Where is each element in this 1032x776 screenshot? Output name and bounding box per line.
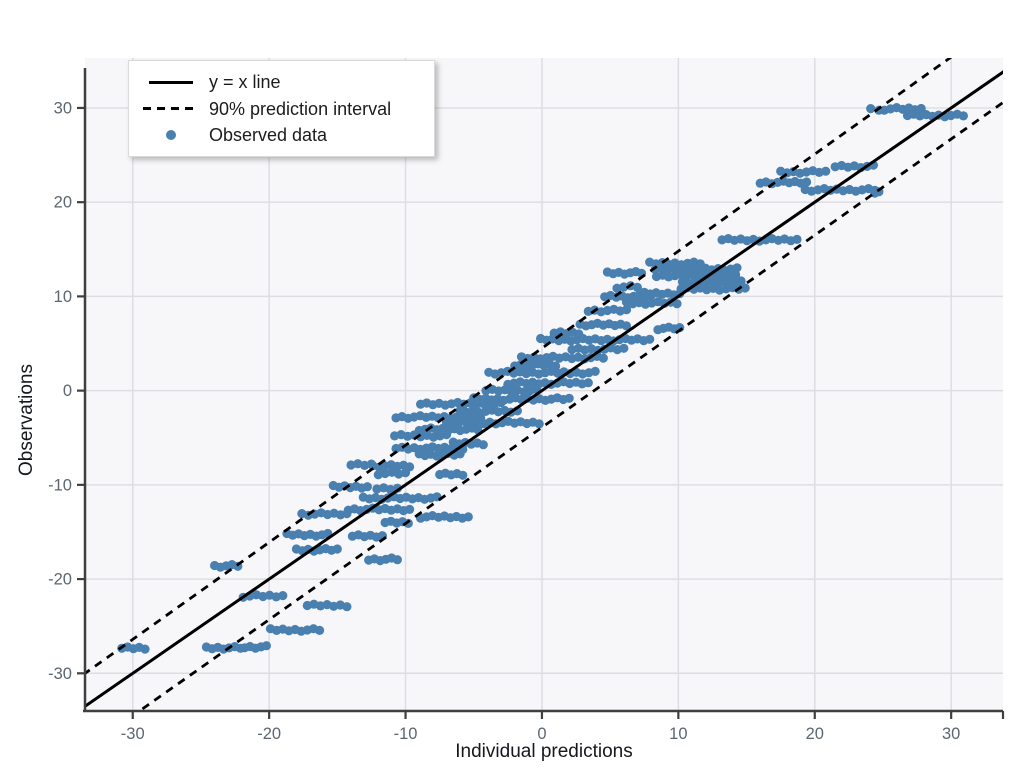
y-tick-label: 10	[54, 288, 72, 306]
y-tick-label: -30	[48, 665, 72, 683]
data-point	[458, 470, 468, 480]
data-point	[672, 299, 682, 309]
y-tick-label: 0	[63, 382, 72, 400]
legend-item-identity-line: y = x line	[129, 73, 434, 91]
lower-interval-line	[136, 100, 1003, 711]
data-point	[612, 283, 622, 293]
data-point	[916, 103, 926, 114]
data-point	[621, 305, 632, 315]
data-point	[736, 276, 746, 286]
data-point	[342, 508, 352, 519]
data-point	[360, 460, 370, 470]
data-point	[619, 343, 629, 353]
data-point	[632, 282, 643, 292]
data-point	[403, 518, 413, 529]
data-point	[394, 469, 404, 479]
identity-line	[85, 70, 1003, 709]
data-point	[645, 334, 655, 344]
data-point	[732, 263, 742, 273]
legend-label: 90% prediction interval	[209, 98, 392, 119]
data-point	[958, 111, 969, 121]
x-tick-label: 30	[942, 725, 960, 743]
dashed-line-icon	[143, 107, 199, 110]
data-point	[140, 644, 150, 654]
data-point	[441, 430, 452, 440]
x-axis-title: Individual predictions	[455, 741, 633, 762]
data-point	[802, 177, 812, 187]
data-point	[731, 270, 741, 280]
data-point	[564, 393, 574, 403]
legend-item-observed-data: Observed data	[129, 126, 434, 144]
x-tick-label: -20	[257, 725, 281, 743]
data-point	[346, 460, 356, 470]
data-point	[583, 378, 593, 388]
y-axis-title: Observations	[16, 364, 37, 476]
data-point	[646, 290, 656, 301]
x-tick-label: 20	[806, 725, 824, 743]
data-point	[261, 641, 271, 651]
data-point	[400, 468, 411, 478]
data-point	[342, 602, 352, 612]
y-tick-label: -20	[48, 571, 72, 589]
x-tick-label: -30	[121, 725, 145, 743]
point-icon	[166, 129, 176, 140]
data-point	[821, 166, 831, 176]
data-point	[740, 283, 750, 293]
data-point	[332, 544, 342, 554]
y-tick-label: 30	[54, 99, 72, 117]
x-tick-label: 10	[669, 725, 687, 743]
data-point	[362, 482, 372, 492]
data-point	[478, 440, 488, 450]
data-point	[463, 512, 473, 522]
legend-label: y = x line	[209, 72, 281, 93]
legend-item-prediction-interval: 90% prediction interval	[129, 100, 434, 118]
y-tick-label: 20	[54, 194, 72, 212]
data-point	[590, 366, 600, 376]
data-point	[534, 419, 544, 429]
legend: y = x line 90% prediction interval Obser…	[128, 60, 435, 157]
data-point	[392, 555, 402, 565]
data-point	[385, 484, 396, 495]
data-point	[621, 321, 632, 331]
solid-line-icon	[149, 80, 193, 84]
data-point	[455, 449, 465, 459]
data-point	[372, 484, 382, 494]
data-point	[496, 397, 506, 408]
data-point	[315, 625, 325, 636]
data-point	[619, 282, 629, 292]
x-tick-label: -10	[394, 725, 418, 743]
y-tick-label: -10	[48, 476, 72, 494]
data-point	[380, 468, 390, 479]
data-point	[278, 591, 288, 601]
legend-label: Observed data	[209, 124, 328, 145]
upper-interval-line	[85, 58, 953, 676]
x-tick-label: 0	[537, 725, 546, 743]
data-point	[598, 353, 608, 363]
data-point	[866, 104, 876, 114]
data-point	[373, 470, 383, 480]
data-point	[405, 504, 415, 514]
data-point	[792, 234, 802, 244]
